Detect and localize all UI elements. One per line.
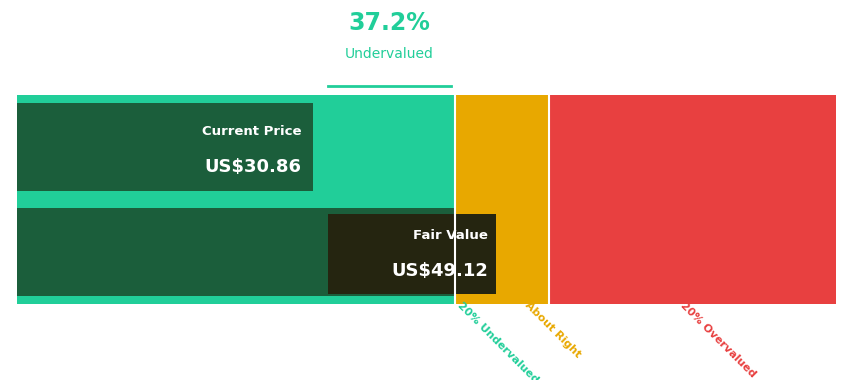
Bar — [549, 95, 835, 304]
Bar — [17, 103, 314, 191]
Text: US$49.12: US$49.12 — [390, 262, 487, 280]
Text: Undervalued: Undervalued — [345, 48, 434, 62]
Text: 37.2%: 37.2% — [348, 11, 430, 35]
Bar — [328, 214, 496, 293]
Text: About Right: About Right — [522, 300, 582, 360]
Text: 20% Undervalued: 20% Undervalued — [455, 300, 539, 380]
Text: US$30.86: US$30.86 — [204, 158, 301, 176]
Text: 20% Overvalued: 20% Overvalued — [677, 300, 757, 379]
Text: Fair Value: Fair Value — [412, 230, 487, 242]
Text: Current Price: Current Price — [201, 125, 301, 138]
Bar — [455, 95, 549, 304]
Bar — [17, 95, 455, 304]
Bar — [17, 208, 455, 296]
